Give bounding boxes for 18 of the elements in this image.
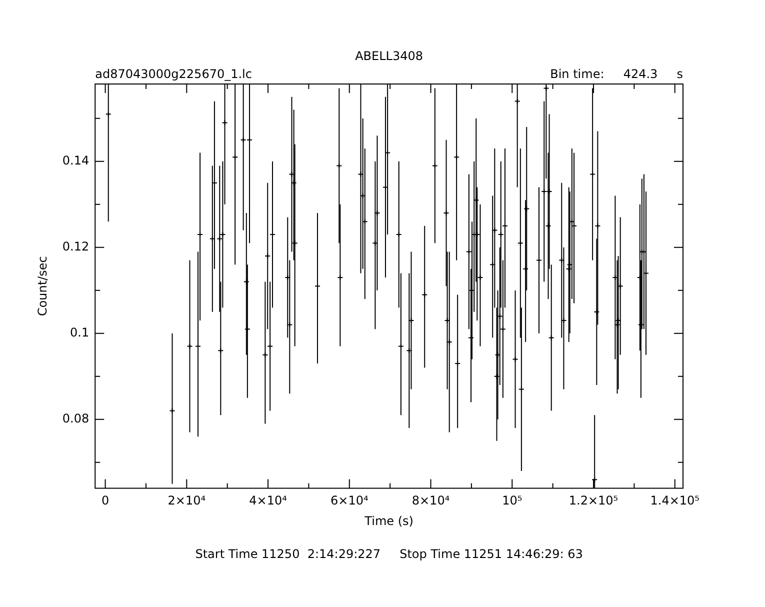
y-tick-label: 0.08 — [62, 412, 90, 426]
x-tick-label: 0 — [101, 494, 110, 508]
y-tick-label: 0.12 — [62, 240, 90, 254]
x-tick-label: 6×10⁴ — [330, 494, 368, 508]
y-tick-label: 0.1 — [70, 326, 90, 340]
x-tick-label: 10⁵ — [502, 494, 522, 508]
x-tick-label: 4×10⁴ — [249, 494, 288, 508]
text: Bin time: 424.3 s — [550, 67, 683, 81]
y-axis-title: Count/sec — [35, 256, 50, 316]
x-axis-title: Time (s) — [364, 514, 414, 528]
x-tick-label: 1.4×10⁵ — [650, 494, 700, 508]
y-tick-label: 0.14 — [62, 154, 90, 168]
x-tick-label: 1.2×10⁵ — [568, 494, 618, 508]
x-tick-label: 8×10⁴ — [412, 494, 450, 508]
x-tick-label: 2×10⁴ — [168, 494, 206, 508]
chart-subtitle: ad87043000g225670_1.lc — [95, 67, 252, 81]
chart-title: ABELL3408 — [355, 49, 424, 63]
text: Start Time 11250 2:14:29:227 Stop Time 11251 14:46:29: 63 — [195, 547, 583, 562]
